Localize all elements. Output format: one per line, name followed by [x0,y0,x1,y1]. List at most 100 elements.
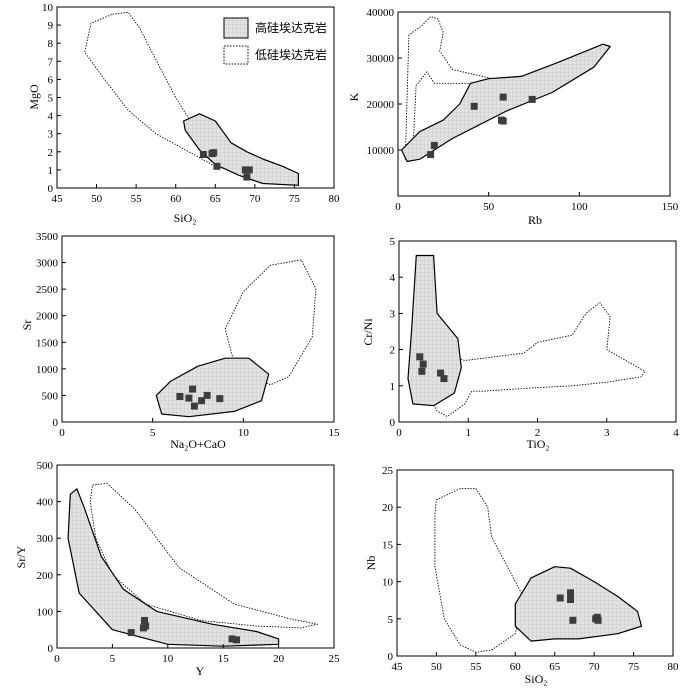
panel-k_rb: 0 50 100 150 10000 20000 30000 40000 Rb K [347,7,679,227]
x-tick-label: 50 [483,201,495,213]
y-tick-label: 20 [382,502,394,514]
y-tick-label: 10 [382,577,394,589]
plot-frame [397,11,671,197]
y-tick-label: 2500 [36,284,59,296]
y-tick-label: 10000 [367,145,395,157]
y-axis-label: Sr [20,320,34,331]
x-tick-label: 70 [249,193,261,205]
x-tick-label: 80 [329,193,341,205]
x-tick-label: 0 [59,427,65,439]
x-tick-label: 0 [395,201,401,213]
x-tick-label: 75 [628,661,640,673]
x-tick-label: 60 [170,193,182,205]
x-tick-label: 25 [329,653,341,665]
data-point [419,360,427,368]
data-point [416,353,424,361]
x-tick-label: 60 [510,661,522,673]
legend-label-low-si: 低硅埃达克岩 [255,47,327,62]
y-tick-label: 2 [48,147,54,159]
data-point [210,149,218,157]
data-point [243,173,251,181]
x-tick-label: 5 [110,653,116,665]
y-tick-label: 7 [48,56,54,68]
y-tick-label: 30000 [367,53,395,65]
y-tick-label: 4 [390,272,396,284]
data-point [440,375,448,383]
x-tick-label: 4 [673,427,679,439]
x-tick-label: 15 [218,653,230,665]
y-axis-label: K [347,92,361,101]
data-point [499,117,507,125]
x-tick-label: 55 [470,661,482,673]
x-axis-label: Na₂O+CaO [170,437,226,451]
x-tick-label: 0 [396,427,402,439]
x-tick-label: 65 [549,661,561,673]
data-point [499,93,507,101]
x-tick-label: 1 [466,427,472,439]
y-tick-label: 15 [382,539,394,551]
data-point [127,629,135,637]
y-tick-label: 0 [48,643,54,655]
data-point [185,394,193,402]
low-si-field [89,482,318,629]
panel-sry_y: 0 5 10 15 20 25 0 100 200 300 400 500 Y Sr/Y [14,460,340,678]
y-tick-label: 1 [390,381,396,393]
x-tick-label: 50 [91,193,103,205]
y-tick-label: 2 [390,345,396,357]
y-tick-label: 40000 [367,7,395,19]
data-point [528,95,536,103]
y-tick-label: 500 [37,460,54,472]
x-tick-label: 2 [535,427,541,439]
y-tick-label: 400 [37,497,54,509]
data-point [427,151,435,159]
y-tick-label: 8 [48,38,54,50]
y-tick-label: 3500 [36,231,59,243]
data-point [216,395,224,403]
data-point [142,622,150,630]
high-si-field [401,43,611,163]
high-si-field [183,113,299,186]
x-tick-label: 45 [392,661,404,673]
y-tick-label: 1 [48,165,54,177]
plot-frame [61,235,335,423]
x-tick-label: 80 [668,661,680,673]
y-tick-label: 5 [390,236,396,248]
data-point [569,616,577,624]
high-si-field [514,566,643,642]
x-tick-label: 70 [589,661,601,673]
x-axis-label: SiO₂ [174,211,197,225]
x-tick-label: 10 [162,653,174,665]
high-si-field [155,357,270,418]
data-point [556,594,564,602]
data-point [141,617,148,624]
x-tick-label: 75 [289,193,301,205]
x-tick-label: 20 [273,653,285,665]
low-si-field [224,259,317,386]
data-point [567,589,574,597]
high-si-field [407,254,462,407]
y-tick-label: 200 [37,570,54,582]
x-tick-label: 150 [662,201,679,213]
high-si-field [67,488,280,647]
y-axis-label: Cr/Ni [361,318,375,346]
low-si-field [434,488,524,653]
y-tick-label: 6 [48,74,54,86]
data-point [176,393,184,400]
data-point [233,636,240,644]
y-tick-label: 3000 [36,258,59,270]
x-tick-label: 0 [54,653,60,665]
data-point [203,391,211,399]
data-point [418,367,426,375]
data-point [567,596,574,603]
x-axis-label: Y [196,664,205,678]
panel-nb_sio2: 45 50 55 60 65 70 75 80 0 5 10 15 20 25 SiO₂ Nb [364,465,679,686]
x-tick-label: 100 [571,201,588,213]
y-tick-label: 1000 [36,364,59,376]
legend-swatch-high-si [223,17,249,39]
y-tick-label: 1500 [36,337,59,349]
y-tick-label: 0 [388,651,394,663]
x-tick-label: 55 [131,193,143,205]
data-point [593,613,601,621]
y-axis-label: MgO [27,84,41,110]
